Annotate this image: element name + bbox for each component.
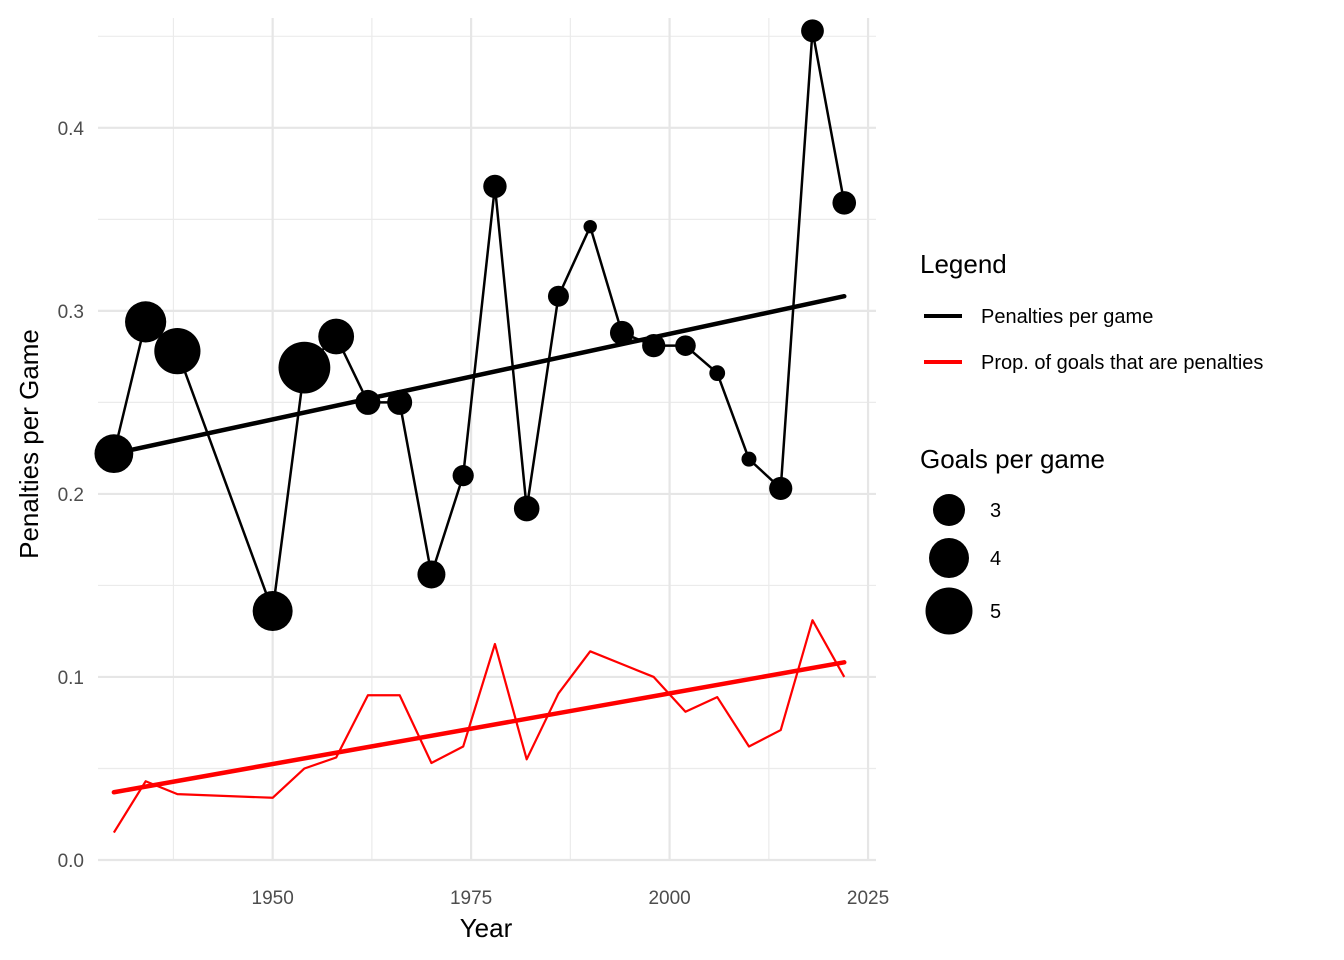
y-tick-label: 0.2: [58, 485, 84, 506]
data-point: [675, 335, 696, 356]
series-line-proportion: [112, 619, 846, 834]
data-point: [513, 495, 540, 522]
size-legend-key-4: [929, 538, 969, 578]
data-point: [547, 285, 569, 307]
x-tick-label: 2000: [648, 888, 690, 909]
y-tick-label: 0.0: [58, 851, 84, 872]
size-legend-key-5: [925, 587, 973, 635]
y-axis-title: Penalties per Game: [14, 329, 44, 559]
data-point: [609, 320, 634, 345]
data-point: [125, 301, 167, 343]
trend-line-proportion: [111, 660, 847, 795]
series-line-penalties: [112, 29, 846, 613]
data-point: [769, 476, 793, 501]
data-point: [709, 365, 726, 382]
data-point: [355, 389, 381, 415]
data-point: [642, 334, 666, 358]
data-point: [387, 389, 413, 415]
grid-major: [98, 18, 876, 862]
data-point: [832, 191, 857, 215]
grid-minor: [98, 18, 876, 860]
data-point: [154, 328, 201, 375]
series-layer: [94, 19, 857, 834]
size-legend-label-3: 3: [990, 500, 1001, 522]
y-tick-label: 0.1: [58, 668, 84, 689]
data-point: [417, 560, 446, 589]
y-tick-label: 0.4: [58, 119, 85, 140]
legend: Legend Penalties per game Prop. of goals…: [920, 249, 1263, 635]
y-tick-label: 0.3: [58, 302, 84, 323]
data-point: [583, 219, 597, 234]
trend-line-penalties: [111, 293, 847, 456]
legend-label-proportion: Prop. of goals that are penalties: [981, 352, 1263, 374]
size-legend-label-5: 5: [990, 601, 1001, 623]
tick-labels: 1950 1975 2000 2025 0.0 0.1 0.2 0.3 0.4: [58, 119, 890, 909]
x-tick-label: 1950: [252, 888, 294, 909]
data-point: [483, 174, 507, 199]
size-legend-title: Goals per game: [920, 444, 1105, 474]
data-point: [94, 434, 134, 474]
x-tick-label: 2025: [847, 888, 889, 909]
x-tick-label: 1975: [450, 888, 492, 909]
data-point: [278, 341, 331, 394]
data-point: [801, 19, 824, 43]
data-point: [318, 318, 355, 355]
legend-title: Legend: [920, 249, 1007, 279]
data-point: [452, 465, 474, 487]
x-axis-title: Year: [460, 913, 513, 943]
data-point: [252, 591, 293, 632]
legend-label-penalties: Penalties per game: [981, 306, 1153, 328]
size-legend-label-4: 4: [990, 548, 1001, 570]
size-legend-key-3: [933, 494, 965, 526]
data-point: [741, 451, 757, 467]
